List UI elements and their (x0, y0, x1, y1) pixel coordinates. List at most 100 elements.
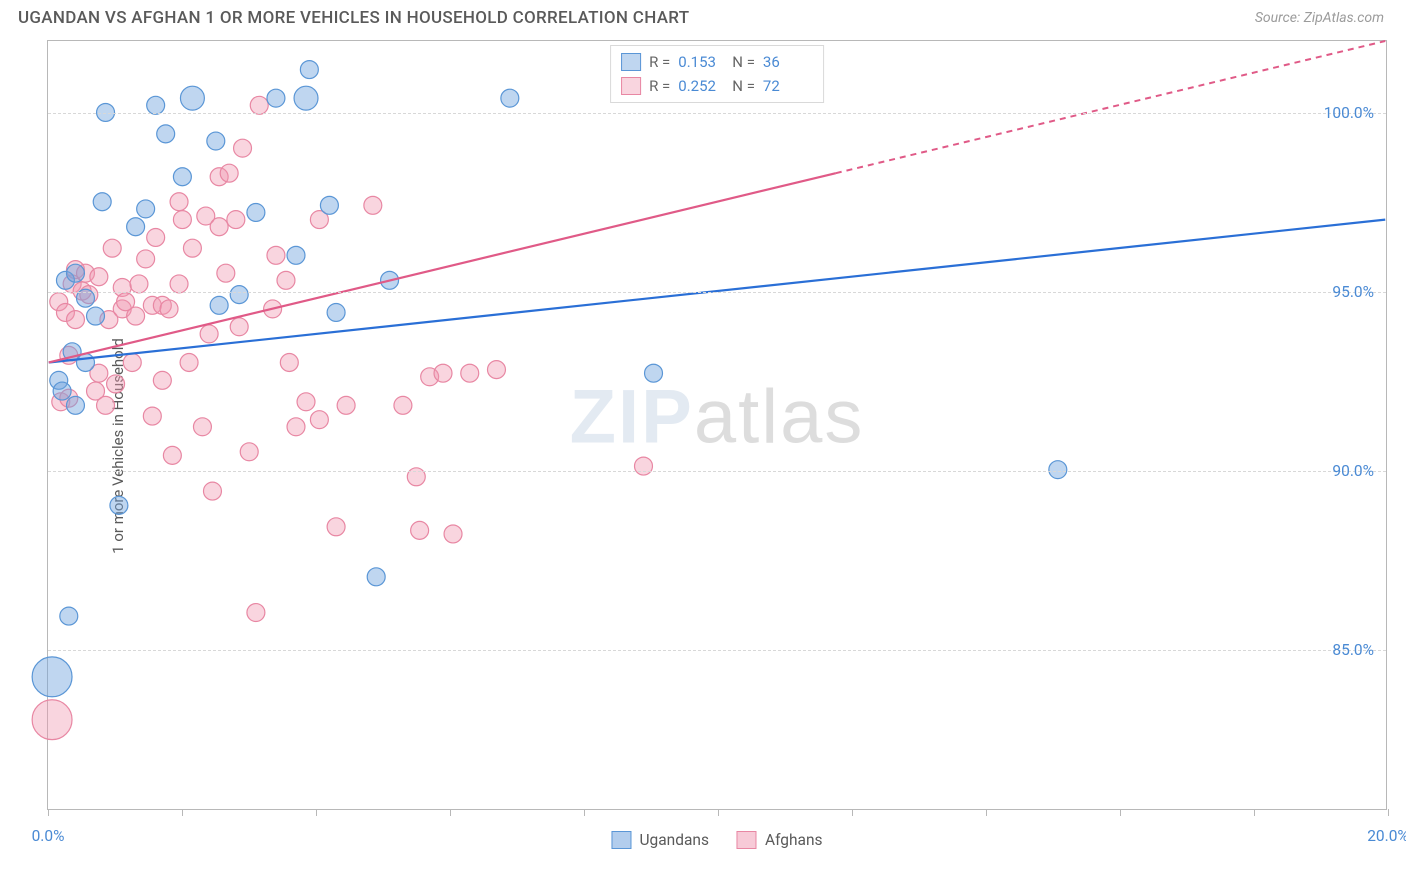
legend-row: R =0.252N =72 (621, 74, 809, 98)
data-point (183, 239, 201, 257)
data-point (130, 275, 148, 293)
data-point (287, 246, 305, 264)
data-point (280, 354, 298, 372)
data-point (103, 239, 121, 257)
x-tick (1388, 809, 1389, 816)
data-point (230, 286, 248, 304)
data-point (180, 86, 204, 110)
x-tick (1254, 809, 1255, 816)
data-point (487, 361, 505, 379)
data-point (247, 604, 265, 622)
legend-label: Ugandans (639, 831, 708, 849)
chart-title: UGANDAN VS AFGHAN 1 OR MORE VEHICLES IN … (18, 8, 689, 28)
data-point (645, 364, 663, 382)
data-point (66, 396, 84, 414)
data-point (147, 228, 165, 246)
legend-r-value: 0.252 (678, 74, 724, 98)
gridline-h (48, 113, 1386, 114)
data-point (157, 125, 175, 143)
data-point (180, 354, 198, 372)
data-point (367, 568, 385, 586)
legend-n-value: 72 (763, 74, 809, 98)
data-point (635, 457, 653, 475)
x-tick (986, 809, 987, 816)
trend-line (49, 173, 836, 362)
legend-swatch (621, 77, 641, 95)
data-point (117, 293, 135, 311)
gridline-h (48, 471, 1386, 472)
data-point (230, 318, 248, 336)
data-point (394, 396, 412, 414)
data-point (327, 304, 345, 322)
legend-n-value: 36 (763, 50, 809, 74)
legend-swatch (611, 831, 631, 849)
data-point (147, 96, 165, 114)
plot-area: ZIPatlas R =0.153N =36R =0.252N =72 Ugan… (47, 40, 1387, 810)
data-point (250, 96, 268, 114)
x-tick-label: 20.0% (1367, 827, 1406, 845)
y-tick-label: 85.0% (1332, 641, 1374, 659)
x-tick (584, 809, 585, 816)
data-point (127, 218, 145, 236)
x-tick (450, 809, 451, 816)
data-point (160, 300, 178, 318)
legend-item: Ugandans (611, 831, 708, 849)
data-point (60, 607, 78, 625)
data-point (137, 250, 155, 268)
data-point (327, 518, 345, 536)
data-point (411, 521, 429, 539)
legend-r-label: R = (649, 74, 670, 98)
data-point (277, 271, 295, 289)
data-point (234, 139, 252, 157)
x-tick (316, 809, 317, 816)
data-point (32, 700, 72, 740)
legend-label: Afghans (765, 831, 823, 849)
x-tick (852, 809, 853, 816)
correlation-legend: R =0.153N =36R =0.252N =72 (610, 45, 824, 103)
data-point (247, 203, 265, 221)
data-point (220, 164, 238, 182)
data-point (227, 211, 245, 229)
data-point (267, 89, 285, 107)
legend-swatch (737, 831, 757, 849)
data-point (170, 275, 188, 293)
data-point (32, 657, 72, 697)
y-tick-label: 90.0% (1332, 462, 1374, 480)
data-point (90, 268, 108, 286)
x-tick-label: 0.0% (32, 827, 65, 845)
legend-r-value: 0.153 (678, 50, 724, 74)
data-point (294, 86, 318, 110)
data-point (93, 193, 111, 211)
data-point (434, 364, 452, 382)
data-point (153, 371, 171, 389)
y-tick-label: 95.0% (1332, 283, 1374, 301)
legend-swatch (621, 53, 641, 71)
legend-item: Afghans (737, 831, 823, 849)
source-label: Source: ZipAtlas.com (1255, 10, 1384, 26)
data-point (110, 496, 128, 514)
data-point (97, 396, 115, 414)
chart-container: UGANDAN VS AFGHAN 1 OR MORE VEHICLES IN … (0, 0, 1406, 892)
data-point (210, 296, 228, 314)
x-tick (718, 809, 719, 816)
data-point (217, 264, 235, 282)
data-point (163, 446, 181, 464)
x-tick (48, 809, 49, 816)
data-point (193, 418, 211, 436)
data-point (444, 525, 462, 543)
data-point (461, 364, 479, 382)
data-point (1049, 461, 1067, 479)
data-point (300, 61, 318, 79)
data-point (173, 211, 191, 229)
data-point (137, 200, 155, 218)
gridline-h (48, 650, 1386, 651)
data-point (203, 482, 221, 500)
data-point (200, 325, 218, 343)
data-point (87, 307, 105, 325)
data-point (143, 407, 161, 425)
legend-r-label: R = (649, 50, 670, 74)
data-point (267, 246, 285, 264)
data-point (240, 443, 258, 461)
data-point (320, 196, 338, 214)
data-point (287, 418, 305, 436)
